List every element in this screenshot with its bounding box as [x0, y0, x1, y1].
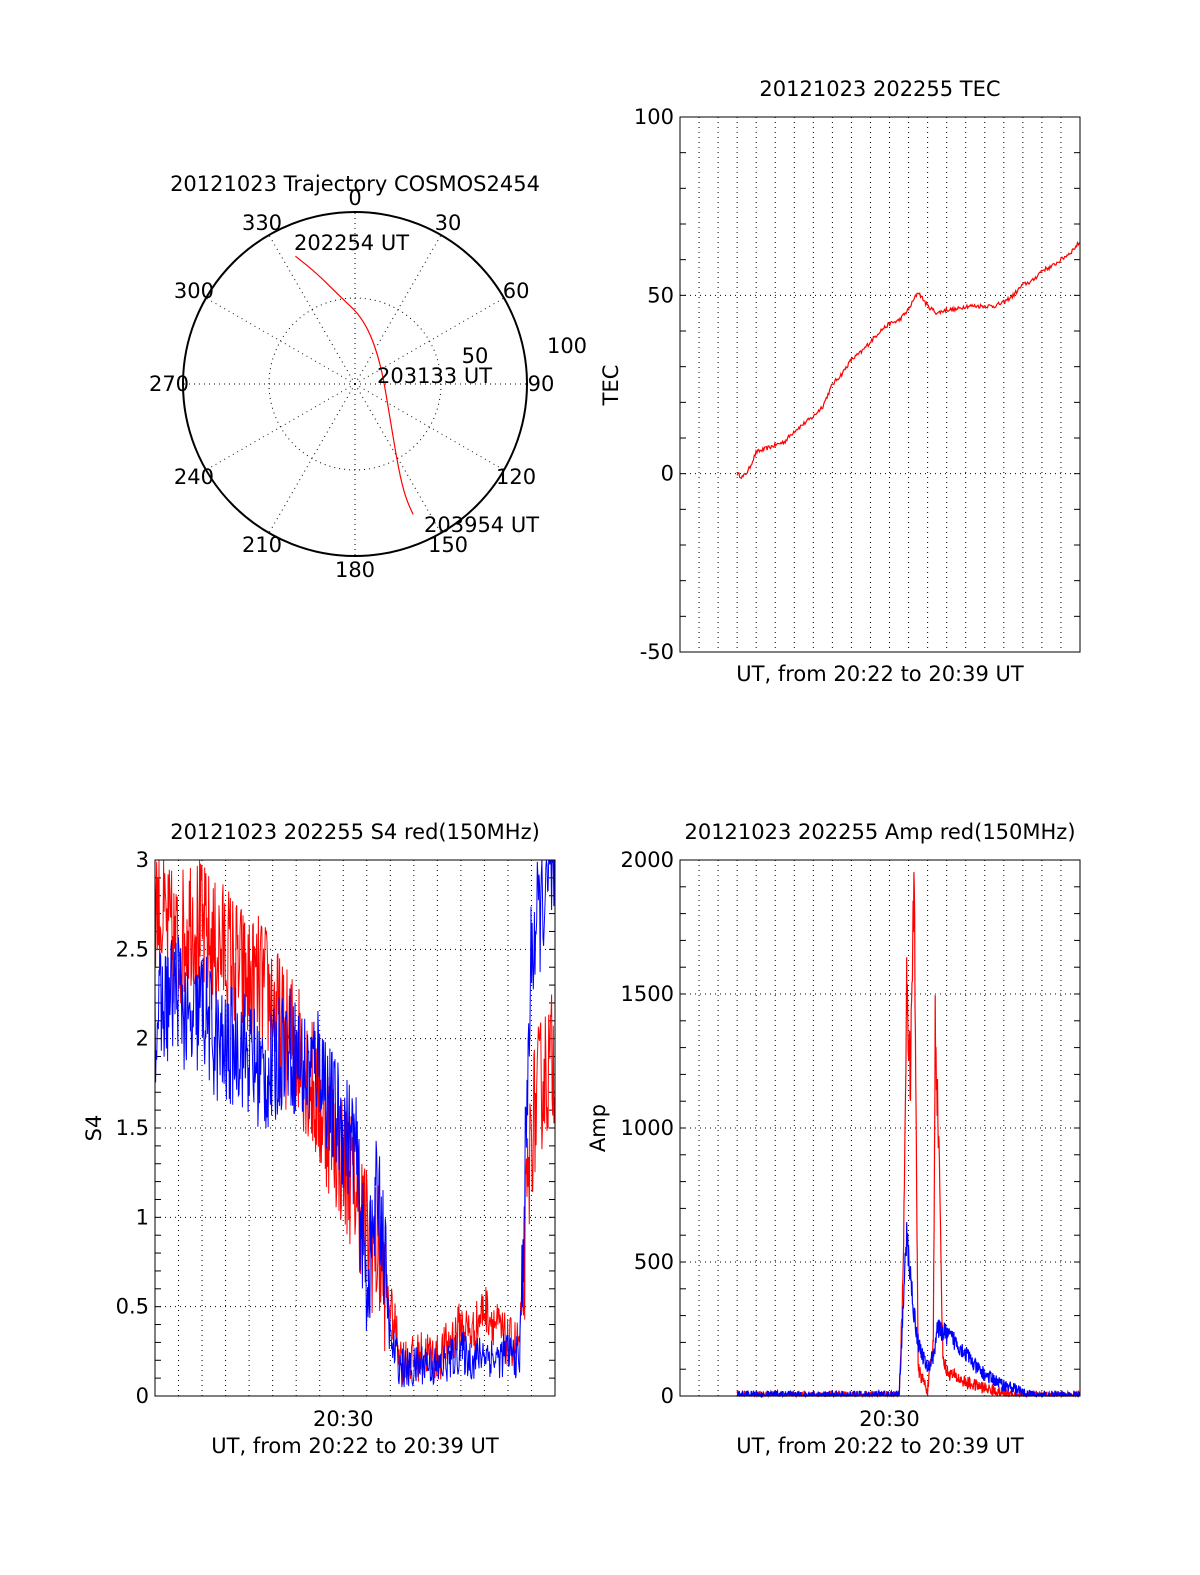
amp-x-axis-label: UT, from 20:22 to 20:39 UT — [736, 1434, 1024, 1458]
s4-x-tick-labels: 20:30 — [313, 1407, 374, 1431]
tec-plot-frame — [679, 116, 1081, 653]
s4-ytick-label: 2 — [136, 1027, 149, 1051]
tec-ytick-label: 0 — [661, 462, 674, 486]
amp-ytick-label: 500 — [634, 1250, 674, 1274]
amp-grid — [680, 859, 1080, 1397]
amp-y-tick-labels: 0 500 1000 1500 2000 — [621, 848, 674, 1408]
polar-spoke — [268, 234, 356, 385]
amp-ytick-label: 2000 — [621, 848, 674, 872]
polar-angle-label: 210 — [242, 533, 282, 557]
polar-spoke — [354, 383, 442, 534]
s4-ytick-label: 1.5 — [116, 1116, 149, 1140]
tec-grid — [680, 116, 1080, 653]
amp-ytick-label: 1500 — [621, 982, 674, 1006]
amp-xtick-label: 20:30 — [859, 1407, 920, 1431]
trajectory-end-label: 203954 UT — [424, 513, 539, 537]
amp-title: 20121023 202255 Amp red(150MHz) — [684, 820, 1075, 844]
amp-plot-frame — [679, 859, 1081, 1397]
amp-x-tick-labels: 20:30 — [859, 1407, 920, 1431]
polar-spoke — [354, 234, 442, 385]
trajectory-middle-label: 203133 UT — [377, 364, 492, 388]
tec-series-red — [736, 240, 1081, 480]
amp-ytick-label: 1000 — [621, 1116, 674, 1140]
s4-ytick-label: 3 — [136, 848, 149, 872]
amp-ytick-label: 0 — [661, 1384, 674, 1408]
polar-angle-label: 270 — [149, 372, 189, 396]
s4-ytick-label: 0.5 — [116, 1295, 149, 1319]
polar-angle-label: 0 — [348, 186, 361, 210]
polar-spoke — [205, 383, 356, 471]
polar-spoke — [268, 383, 356, 534]
s4-series-red — [154, 859, 556, 1385]
tec-ytick-label: 100 — [634, 105, 674, 129]
polar-radial-label-50: 50 — [462, 344, 489, 368]
tec-ytick-label: 50 — [647, 283, 674, 307]
s4-plot-frame — [154, 859, 556, 1397]
polar-spoke — [354, 297, 505, 385]
polar-spokes — [183, 212, 527, 556]
amp-panel: 20121023 202255 Amp red(150MHz) 0 500 1000… — [586, 820, 1081, 1458]
amp-y-axis-label: Amp — [586, 1104, 610, 1152]
polar-angle-label: 330 — [242, 211, 282, 235]
polar-angle-label: 300 — [174, 279, 214, 303]
polar-angle-label: 240 — [174, 465, 214, 489]
polar-angle-label: 120 — [496, 465, 536, 489]
trajectory-start-label: 202254 UT — [294, 231, 409, 255]
s4-ytick-label: 2.5 — [116, 937, 149, 961]
trajectory-title: 20121023 Trajectory COSMOS2454 — [170, 172, 540, 196]
polar-radial-label-100: 100 — [547, 334, 587, 358]
tec-panel: 20121023 202255 TEC -50 0 50 100 TEC UT, fr… — [599, 77, 1081, 686]
tec-title: 20121023 202255 TEC — [759, 77, 1000, 101]
polar-spoke — [205, 297, 356, 385]
s4-title: 20121023 202255 S4 red(150MHz) — [170, 820, 540, 844]
s4-y-axis-label: S4 — [82, 1115, 106, 1142]
tec-y-tick-labels: -50 0 50 100 — [634, 105, 674, 664]
polar-angle-label: 90 — [528, 372, 555, 396]
s4-ytick-label: 0 — [136, 1384, 149, 1408]
s4-panel: 20121023 202255 S4 red(150MHz) 0 0.5 1 1.5 2… — [82, 820, 556, 1458]
trajectory-panel: 20121023 Trajectory COSMOS2454 0 30 60 90 12… — [149, 172, 587, 582]
s4-xtick-label: 20:30 — [313, 1407, 374, 1431]
polar-outer-circle — [182, 211, 528, 557]
polar-spoke — [354, 383, 505, 471]
s4-series-blue — [154, 859, 555, 1388]
s4-x-axis-label: UT, from 20:22 to 20:39 UT — [211, 1434, 499, 1458]
polar-angle-label: 180 — [335, 558, 375, 582]
tec-x-axis-label: UT, from 20:22 to 20:39 UT — [736, 662, 1024, 686]
trajectory-line — [295, 255, 414, 515]
s4-ytick-label: 1 — [136, 1205, 149, 1229]
polar-angle-label: 60 — [503, 279, 530, 303]
tec-ytick-label: -50 — [640, 640, 674, 664]
amp-series-blue — [736, 1222, 1081, 1399]
tec-minor-ticks — [680, 116, 1080, 653]
polar-angle-label: 150 — [428, 533, 468, 557]
polar-angle-label: 30 — [435, 211, 462, 235]
s4-y-tick-labels: 0 0.5 1 1.5 2 2.5 3 — [116, 848, 149, 1408]
polar-angle-labels: 0 30 60 90 120 150 180 210 240 270 300 330 — [149, 186, 554, 582]
tec-y-axis-label: TEC — [599, 365, 623, 407]
